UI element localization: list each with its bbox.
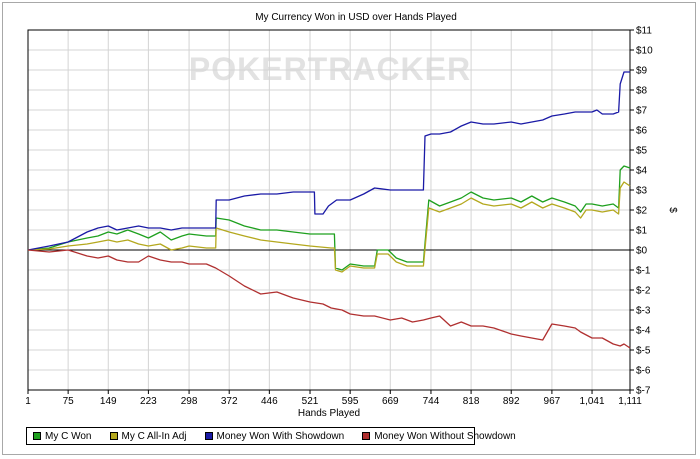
x-tick-label: 1,041 [580,396,605,407]
y-tick-label: $3 [636,186,648,197]
x-tick-label: 298 [181,396,198,407]
x-tick-label: 967 [544,396,561,407]
legend-item: Money Won Without Showdown [356,431,516,442]
legend: My C Won My C All-In Adj Money Won With Sh… [26,427,516,445]
y-tick-label: $8 [636,86,648,97]
x-tick-label: 223 [140,396,157,407]
x-tick-label: 446 [261,396,278,407]
chart-frame [2,2,696,455]
y-tick-label: $-6 [636,366,651,377]
y-tick-label: $-5 [636,346,651,357]
series-line-money-won-with-showdown [27,71,630,251]
legend-item: My C Won [27,431,92,442]
x-tick-label: 521 [302,396,319,407]
y-axis-title: $ [667,207,678,213]
y-tick-label: $2 [636,206,648,217]
legend-swatch [109,432,118,440]
series-line-my-c-all-in-adj [27,181,631,273]
y-tick-label: $4 [636,166,648,177]
x-tick-label: 75 [63,396,75,407]
y-tick-label: $1 [636,226,648,237]
y-tick-label: $-7 [636,386,651,397]
series-line-money-won-without-showdown [27,249,631,349]
y-tick-label: $0 [636,246,648,257]
x-tick-label: 149 [100,396,117,407]
y-tick-label: $10 [636,46,653,57]
watermark-text: POKERTRACKER [189,51,471,87]
series-line-my-c-won [27,165,631,271]
legend-swatch [204,432,213,440]
x-axis-title: Hands Played [298,408,360,419]
x-tick-label: 669 [382,396,399,407]
y-tick-label: $7 [636,106,648,117]
x-tick-label: 892 [503,396,520,407]
y-tick-label: $-1 [636,266,651,277]
y-axis: $11 $10 $9 $8 $7 $6 $5 $4 $3 $2 $1 $0 $-1 $-2 $-3 $-4 $-… [630,26,653,397]
legend-item: Money Won With Showdown [199,430,345,442]
y-tick-label: $-3 [636,306,651,317]
legend-label: Money Won With Showdown [216,430,345,442]
legend-item: My C All-In Adj [104,431,187,442]
legend-swatch [362,432,371,440]
x-tick-label: 1 [25,396,31,407]
x-tick-label: 818 [463,396,480,407]
x-tick-label: 744 [423,396,440,407]
legend-label: My C All-In Adj [121,430,187,442]
x-tick-label: 1,111 [618,396,642,407]
y-tick-label: $5 [636,146,648,157]
x-axis: 1 75 149 223 298 372 446 521 595 669 744 818 892 967 1… [25,390,642,407]
y-tick-label: $11 [636,26,652,37]
x-tick-label: 595 [342,396,359,407]
x-tick-label: 372 [221,396,238,407]
chart-title: My Currency Won in USD over Hands Played [255,12,457,23]
legend-swatch [33,432,41,440]
y-tick-label: $6 [636,126,648,137]
y-tick-label: $9 [636,66,648,77]
series-layer [27,71,631,349]
y-tick-label: $-2 [636,286,651,297]
legend-label: My C Won [45,430,92,442]
y-tick-label: $-4 [636,326,651,337]
legend-label: Money Won Without Showdown [374,430,516,442]
